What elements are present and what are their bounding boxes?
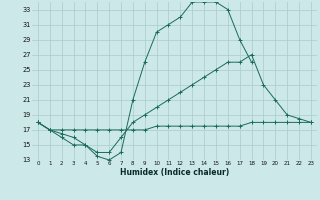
X-axis label: Humidex (Indice chaleur): Humidex (Indice chaleur) bbox=[120, 168, 229, 177]
